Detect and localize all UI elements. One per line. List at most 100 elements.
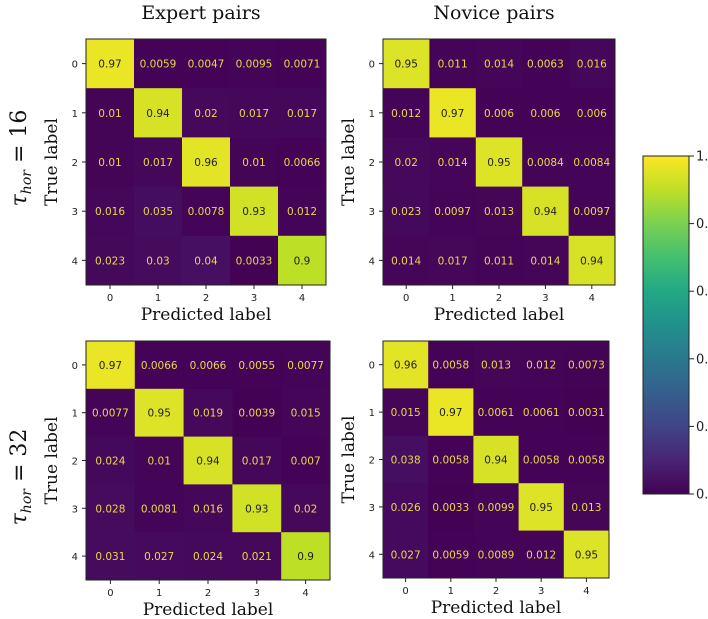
cell-value-label: 0.0095 xyxy=(236,59,273,71)
cell-value-label: 0.97 xyxy=(98,59,121,71)
heatmap-cell xyxy=(281,436,331,485)
heatmap-cell xyxy=(473,341,519,389)
cell-value-label: 0.019 xyxy=(193,408,223,420)
heatmap-cell xyxy=(522,186,569,237)
x-tick-label: 0 xyxy=(402,586,408,597)
heatmap-cell xyxy=(134,388,184,437)
cell-value-label: 0.0077 xyxy=(287,360,324,372)
x-tick-label: 2 xyxy=(205,588,211,599)
cell-value-label: 0.017 xyxy=(242,456,272,468)
heatmap-cell xyxy=(232,436,282,485)
heatmap-cell xyxy=(86,137,135,187)
cell-value-label: 0.013 xyxy=(481,360,511,372)
heatmap-cell xyxy=(281,484,331,533)
cell-value-label: 0.02 xyxy=(294,503,317,515)
y-tick-label: 0 xyxy=(72,361,78,372)
colorbar-tick-label: 1.0 xyxy=(696,150,708,165)
heatmap-cell xyxy=(86,341,136,390)
heatmap-cell xyxy=(86,436,136,485)
cell-value-label: 0.0039 xyxy=(238,408,275,420)
y-tick-label: 4 xyxy=(72,552,78,563)
heatmap-cell xyxy=(230,39,279,89)
heatmap-cell xyxy=(183,436,233,485)
heatmap-cell xyxy=(86,388,136,437)
colorbar-tick-label: 0.2 xyxy=(696,420,708,435)
cell-value-label: 0.006 xyxy=(577,108,607,120)
heatmap-cell xyxy=(428,483,474,531)
cell-value-label: 0.01 xyxy=(242,157,265,169)
heatmap-novice-tau32: 0.96 0.0058 0.013 0.012 0.0073 0.015 0.97 0.006… xyxy=(339,340,610,618)
cell-value-label: 0.0099 xyxy=(478,502,515,514)
heatmap-cell xyxy=(475,186,523,237)
heatmap-cell xyxy=(281,532,331,581)
cell-value-label: 0.03 xyxy=(146,255,169,267)
heatmap-cell xyxy=(134,88,183,138)
cell-value-label: 0.014 xyxy=(391,255,421,267)
colorbar-ticks: 0.0 0.2 0.4 0.6 0.8 1.0 xyxy=(689,150,708,503)
heatmap-cell xyxy=(230,137,279,187)
cell-value-label: 0.015 xyxy=(391,407,421,419)
heatmap-cell xyxy=(278,235,327,286)
heatmap-cell xyxy=(278,137,327,187)
cell-value-label: 0.01 xyxy=(98,157,121,169)
heatmap-cell xyxy=(182,235,231,286)
heatmap-cell xyxy=(281,388,331,437)
x-axis-label: Predicted label xyxy=(431,598,562,618)
heatmap-cell xyxy=(428,388,474,437)
y-tick-label: 3 xyxy=(369,207,375,218)
cell-value-label: 0.007 xyxy=(291,456,321,468)
heatmap-cell xyxy=(86,532,136,581)
cell-value-label: 0.012 xyxy=(526,549,556,561)
cell-value-label: 0.94 xyxy=(196,456,220,468)
colorbar-gradient xyxy=(642,155,690,495)
cell-value-label: 0.0066 xyxy=(141,360,178,372)
cell-value-label: 0.0097 xyxy=(434,206,471,218)
heatmap-cell xyxy=(428,530,474,579)
y-tick-label: 0 xyxy=(369,361,375,372)
cell-value-label: 0.0089 xyxy=(478,549,515,561)
cell-value-label: 0.017 xyxy=(287,108,317,120)
cell-value-label: 0.014 xyxy=(530,255,560,267)
cell-value-label: 0.0059 xyxy=(140,59,177,71)
heatmap-cell xyxy=(134,235,183,286)
heatmap-cell xyxy=(429,39,477,89)
cell-value-label: 0.016 xyxy=(193,503,223,515)
heatmap-cell xyxy=(383,235,430,286)
heatmap-cell xyxy=(86,484,136,533)
x-tick-label: 4 xyxy=(583,586,589,597)
y-axis-label: True label xyxy=(339,416,359,504)
heatmap-cell xyxy=(568,235,616,286)
y-tick-label: 0 xyxy=(72,60,78,71)
x-tick-label: 2 xyxy=(493,586,499,597)
y-tick-label: 2 xyxy=(369,456,375,467)
cell-value-label: 0.01 xyxy=(98,108,121,120)
heatmap-cell xyxy=(475,39,523,89)
heatmap-cell xyxy=(134,436,184,485)
cell-value-label: 0.027 xyxy=(391,549,421,561)
heatmap-cell xyxy=(518,435,565,484)
cell-value-label: 0.0084 xyxy=(527,157,564,169)
cell-value-label: 0.0066 xyxy=(284,157,321,169)
cell-value-label: 0.016 xyxy=(577,59,607,71)
cell-value-label: 0.024 xyxy=(95,456,125,468)
cell-value-label: 0.0033 xyxy=(432,502,469,514)
cell-value-label: 0.0066 xyxy=(190,360,227,372)
heatmap-cell xyxy=(232,341,282,390)
cell-value-label: 0.012 xyxy=(391,108,421,120)
heatmap-cell xyxy=(183,341,233,390)
x-tick-label: 1 xyxy=(449,293,455,304)
heatmap-cell xyxy=(182,39,231,89)
heatmap-cell xyxy=(518,483,565,531)
heatmap-cell xyxy=(563,388,610,437)
heatmap-cell xyxy=(134,137,183,187)
cell-value-label: 0.013 xyxy=(484,206,514,218)
cell-value-label: 0.0097 xyxy=(573,206,610,218)
cell-value-label: 0.02 xyxy=(194,108,217,120)
cell-value-label: 0.027 xyxy=(144,551,174,563)
heatmap-cell xyxy=(232,484,282,533)
cell-value-label: 0.95 xyxy=(148,408,171,420)
heatmap-cell xyxy=(522,137,569,187)
y-tick-label: 4 xyxy=(369,550,375,561)
heatmap-cell xyxy=(383,388,429,437)
